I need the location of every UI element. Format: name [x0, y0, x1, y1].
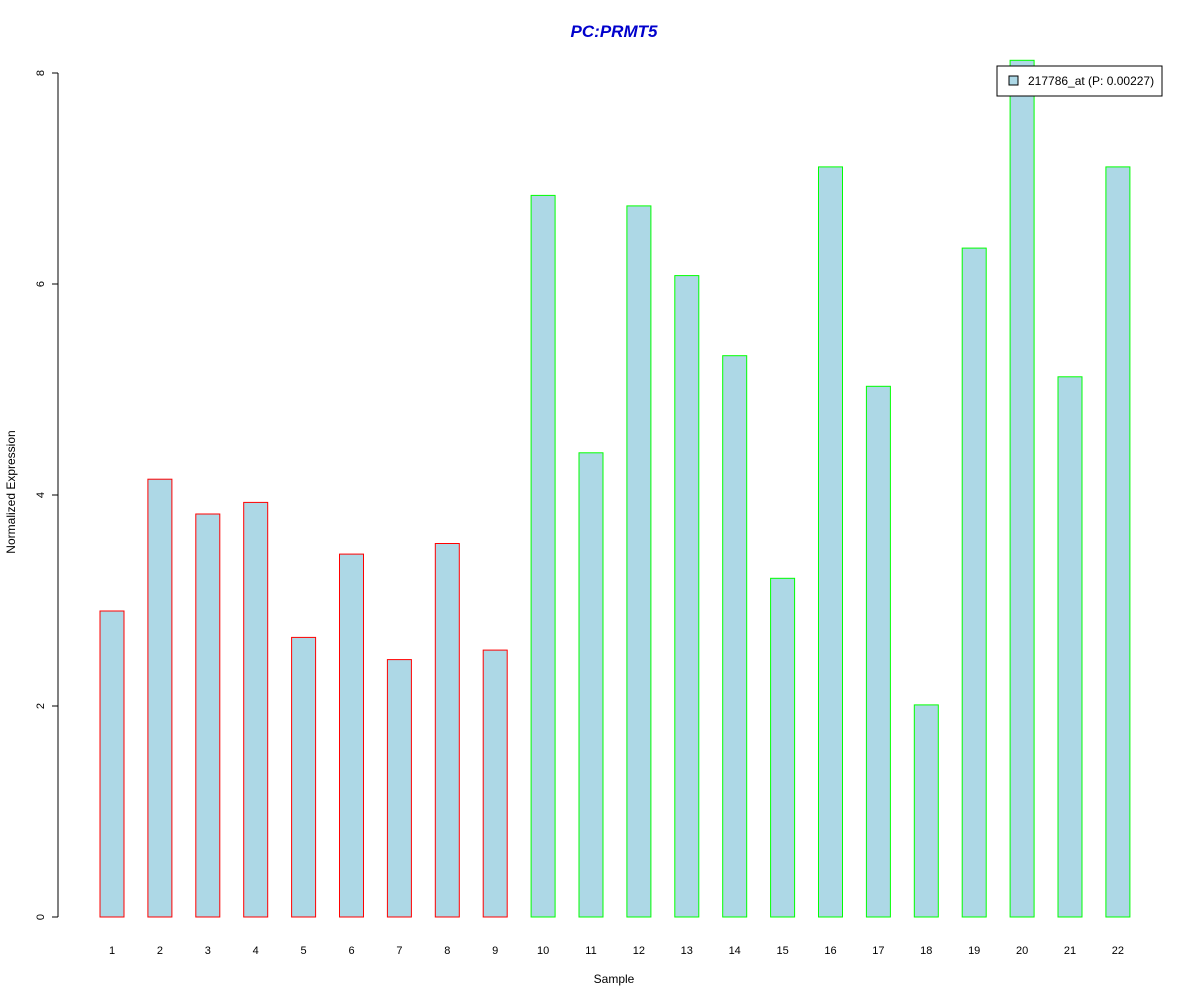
- bar-sample-22: [1105, 166, 1131, 918]
- bar-sample-7: [386, 659, 412, 918]
- x-tick-label-3: 3: [205, 945, 211, 957]
- bar-sample-10: [530, 194, 556, 918]
- x-tick-label-21: 21: [1064, 945, 1076, 957]
- bar-sample-4: [243, 501, 269, 918]
- y-tick-label-8: 8: [35, 70, 47, 76]
- y-axis: 0 2 4 6 8: [35, 70, 59, 920]
- bar-sample-3: [195, 513, 221, 918]
- bar-sample-19: [961, 247, 987, 918]
- bars-group: [99, 59, 1131, 918]
- x-tick-labels: 1 2 3 4 5 6 7 8 9 10 11 12 13 14 15 16 17 18 19 20 21 22: [109, 945, 1124, 957]
- y-tick-label-0: 0: [35, 914, 47, 920]
- bar-sample-14: [722, 355, 748, 918]
- bar-sample-13: [674, 275, 700, 918]
- x-tick-label-19: 19: [968, 945, 980, 957]
- bar-sample-11: [578, 452, 604, 918]
- x-tick-label-22: 22: [1112, 945, 1124, 957]
- bar-sample-1: [99, 610, 125, 918]
- x-tick-label-13: 13: [681, 945, 693, 957]
- x-tick-label-2: 2: [157, 945, 163, 957]
- x-tick-label-20: 20: [1016, 945, 1028, 957]
- legend-swatch: [1008, 75, 1019, 86]
- x-tick-label-14: 14: [729, 945, 741, 957]
- bar-sample-15: [770, 577, 796, 918]
- legend: 217786_at (P: 0.00227): [996, 65, 1163, 97]
- bar-sample-20: [1009, 59, 1035, 918]
- bar-sample-2: [147, 478, 173, 918]
- bar-sample-5: [291, 636, 317, 918]
- x-tick-label-1: 1: [109, 945, 115, 957]
- x-tick-label-9: 9: [492, 945, 498, 957]
- x-tick-label-15: 15: [776, 945, 788, 957]
- y-tick-label-6: 6: [35, 281, 47, 287]
- bar-sample-9: [482, 649, 508, 918]
- bar-sample-6: [339, 553, 364, 918]
- bar-sample-12: [626, 205, 652, 918]
- x-tick-label-17: 17: [872, 945, 884, 957]
- legend-label: 217786_at (P: 0.00227): [1028, 74, 1154, 88]
- x-tick-label-7: 7: [396, 945, 402, 957]
- x-tick-label-8: 8: [444, 945, 450, 957]
- x-tick-label-11: 11: [585, 945, 596, 957]
- bar-sample-17: [865, 385, 891, 918]
- bar-sample-18: [913, 704, 939, 918]
- chart-title: PC:PRMT5: [571, 22, 658, 41]
- x-axis-title: Sample: [594, 972, 635, 986]
- x-tick-label-10: 10: [537, 945, 549, 957]
- bar-sample-8: [434, 543, 460, 918]
- x-tick-label-12: 12: [633, 945, 645, 957]
- x-tick-label-16: 16: [824, 945, 836, 957]
- x-tick-label-6: 6: [348, 945, 354, 957]
- bar-sample-16: [818, 166, 843, 918]
- x-tick-label-18: 18: [920, 945, 932, 957]
- y-axis-title: Normalized Expression: [4, 430, 18, 553]
- bar-sample-21: [1057, 376, 1083, 918]
- legend-box: [996, 65, 1163, 97]
- x-tick-label-5: 5: [301, 945, 307, 957]
- y-tick-label-2: 2: [35, 703, 47, 709]
- y-tick-label-4: 4: [35, 492, 47, 498]
- x-tick-label-4: 4: [253, 945, 259, 957]
